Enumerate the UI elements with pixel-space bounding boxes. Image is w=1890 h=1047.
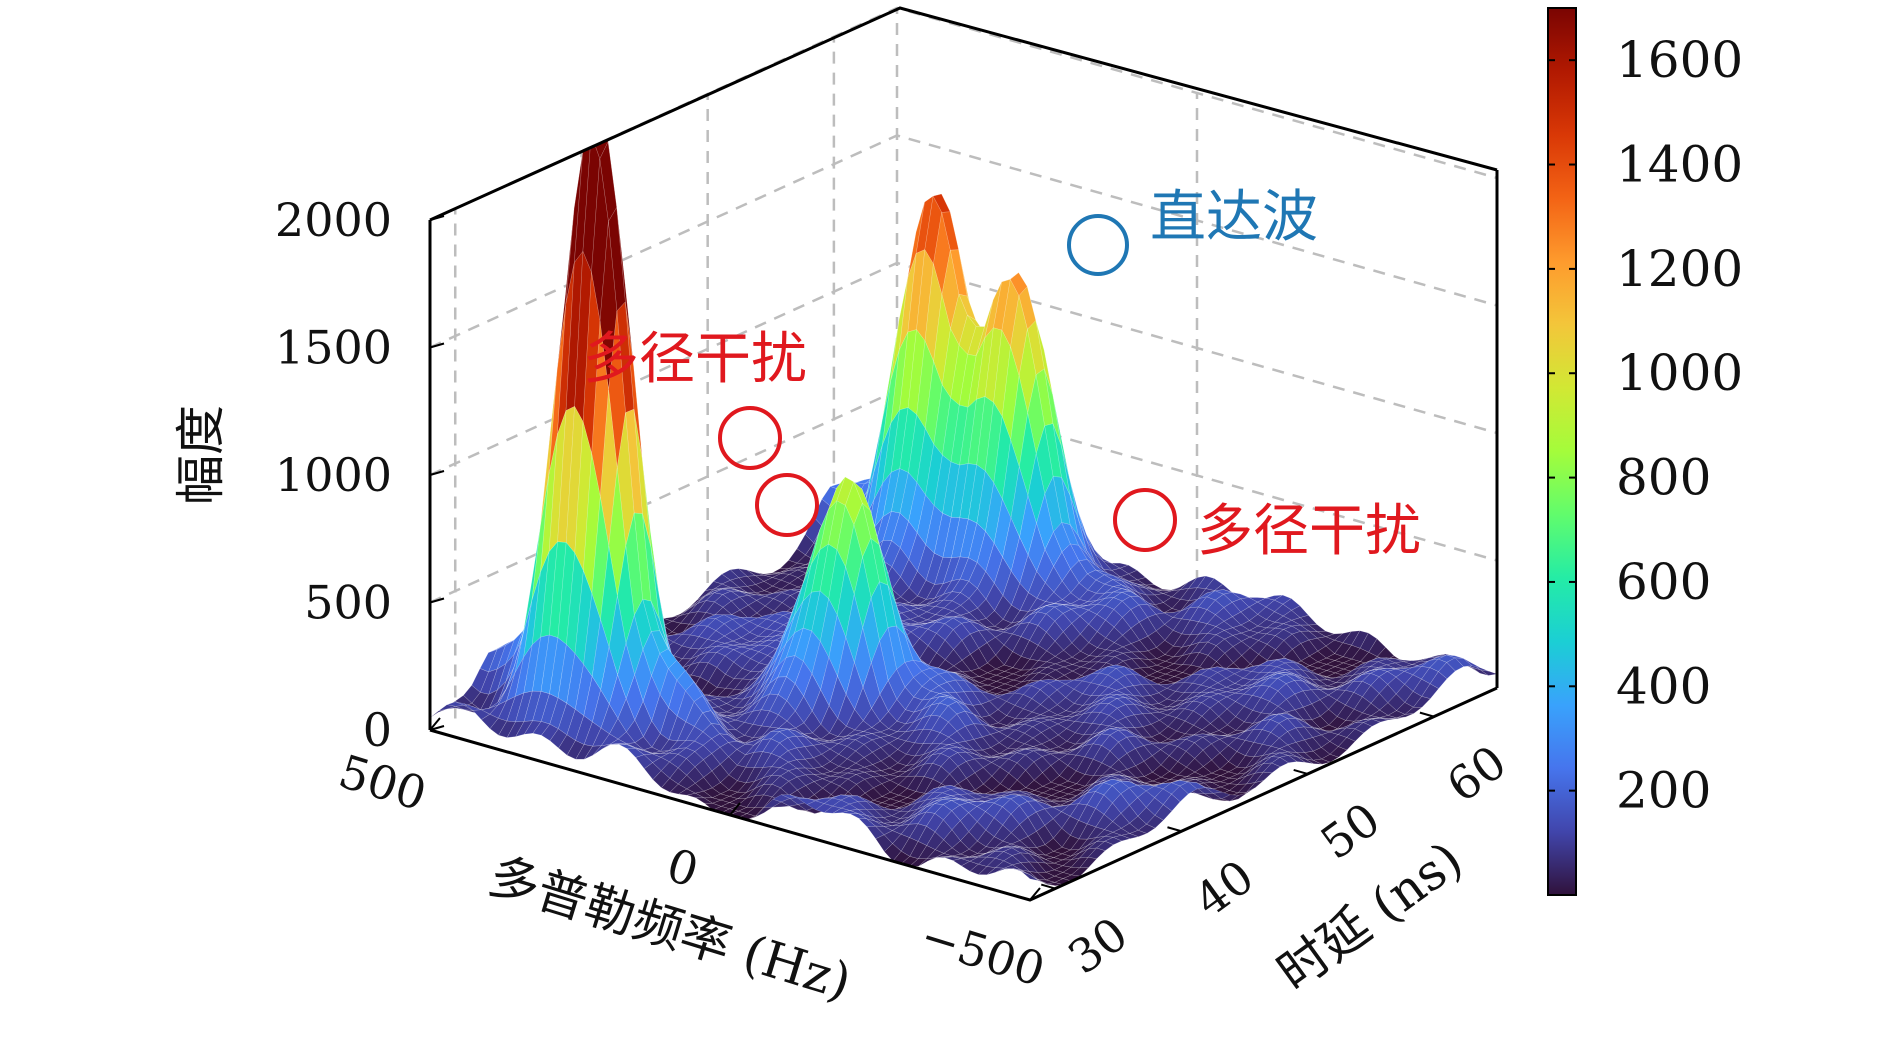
colorbar-tick-label: 1200 <box>1616 240 1743 298</box>
colorbar-tick-label: 1000 <box>1616 344 1743 402</box>
direct-wave-label: 直达波 <box>1150 185 1318 250</box>
z-tick-label: 500 <box>304 576 392 630</box>
y-tick-label: 60 <box>1437 735 1516 813</box>
multipath-label-1: 多径干扰 <box>583 327 807 392</box>
colorbar-ticks: 200 400 600 800 1000 1200 1400 1600 <box>1548 31 1743 820</box>
direct-wave-marker <box>1067 214 1129 276</box>
y-tick-label: 50 <box>1311 792 1390 870</box>
colorbar-tick-label: 1600 <box>1616 31 1743 89</box>
surface-patch <box>430 708 447 719</box>
colorbar-tick-label: 400 <box>1616 657 1711 715</box>
x-tick-label: 0 <box>661 838 705 898</box>
colorbar-tick-label: 800 <box>1616 449 1711 507</box>
x-tick-label: −500 <box>914 908 1051 997</box>
multipath-marker-2 <box>755 473 819 537</box>
y-tick-mark <box>1167 826 1182 833</box>
y-axis-label: 时延 (ns) <box>1267 830 1473 1002</box>
z-tick-label: 1500 <box>275 321 392 375</box>
y-tick-label: 40 <box>1185 849 1264 927</box>
colorbar-tick-label: 200 <box>1616 762 1711 820</box>
z-tick-label: 1000 <box>275 448 392 502</box>
x-tick-label: 500 <box>333 744 433 821</box>
y-tick-label: 30 <box>1058 907 1137 985</box>
z-tick-label: 2000 <box>275 193 392 247</box>
colorbar-tick-label: 600 <box>1616 553 1711 611</box>
multipath-label-2: 多径干扰 <box>1197 499 1421 564</box>
z-axis-label: 幅度 <box>172 405 230 505</box>
y-tick-mark <box>1419 711 1435 718</box>
y-tick-mark <box>1293 768 1308 775</box>
multipath-marker-3 <box>1113 488 1177 552</box>
colorbar-gradient <box>1547 7 1577 896</box>
multipath-marker-1 <box>718 406 782 470</box>
colorbar-tick-label: 1400 <box>1616 136 1743 194</box>
surface-mesh <box>430 116 1497 887</box>
colorbar: 200 400 600 800 1000 1200 1400 1600 <box>1547 7 1743 896</box>
